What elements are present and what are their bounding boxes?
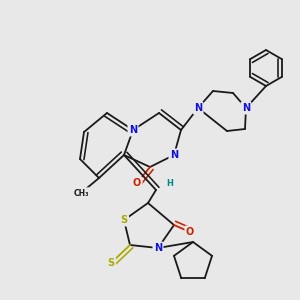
Text: CH₃: CH₃ bbox=[73, 188, 89, 197]
Text: N: N bbox=[242, 103, 250, 113]
Text: S: S bbox=[107, 258, 115, 268]
Text: O: O bbox=[186, 227, 194, 237]
Text: N: N bbox=[194, 103, 202, 113]
Text: H: H bbox=[167, 178, 173, 188]
Text: N: N bbox=[154, 243, 162, 253]
Text: O: O bbox=[133, 178, 141, 188]
Text: N: N bbox=[129, 125, 137, 135]
Text: S: S bbox=[120, 215, 128, 225]
Text: N: N bbox=[170, 150, 178, 160]
